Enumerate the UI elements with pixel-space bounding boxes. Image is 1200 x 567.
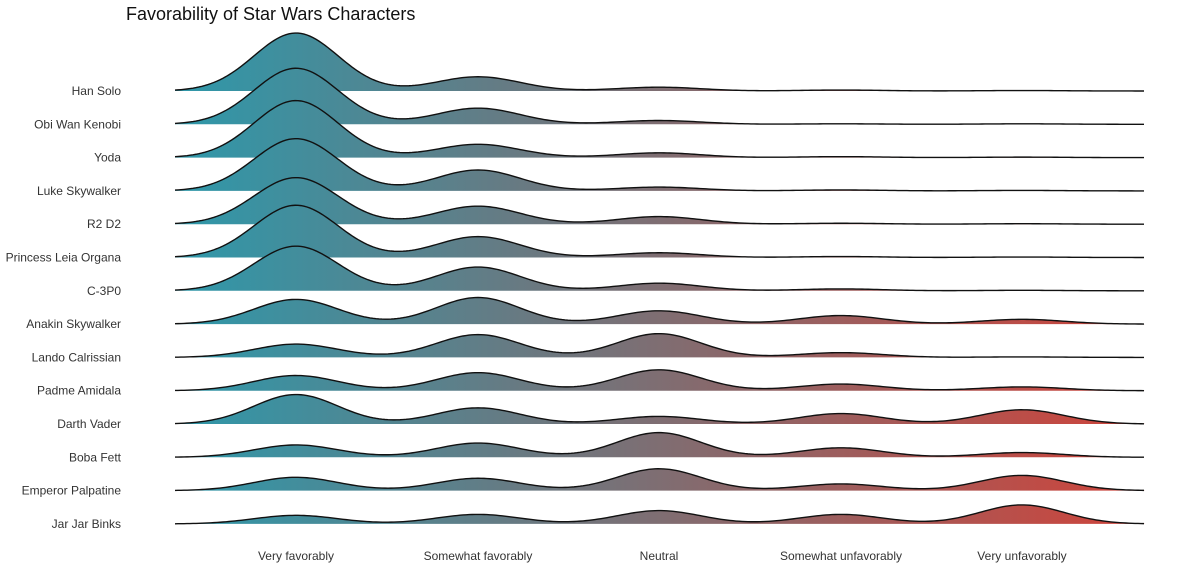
ridge-line-anakin-skywalker <box>174 296 1145 325</box>
ridge-area-darth-vader <box>175 394 1145 424</box>
y-tick-label: Luke Skywalker <box>37 184 121 198</box>
ridge-line-padme-amidala <box>174 369 1145 392</box>
x-tick-label: Somewhat favorably <box>424 549 533 563</box>
ridge-line-emperor-palpatine <box>174 468 1145 492</box>
ridge-line-yoda <box>174 99 1144 159</box>
ridge-area-jar-jar-binks <box>175 504 1145 524</box>
chart-title: Favorability of Star Wars Characters <box>126 4 416 24</box>
y-tick-label: Lando Calrissian <box>32 350 121 364</box>
x-tick-label: Somewhat unfavorably <box>780 549 902 563</box>
ridge-area-c-3p0 <box>175 246 1145 291</box>
x-tick-label: Very favorably <box>258 549 334 563</box>
y-tick-label: Darth Vader <box>57 417 121 431</box>
y-tick-label: Princess Leia Organa <box>6 251 122 265</box>
ridge-area-lando-calrissian <box>175 333 1145 358</box>
ridge-line-obi-wan-kenobi <box>174 67 1144 125</box>
y-tick-label: Emperor Palpatine <box>22 484 122 498</box>
ridge-area-anakin-skywalker <box>175 297 1145 325</box>
y-tick-label: Obi Wan Kenobi <box>34 117 121 131</box>
y-tick-label: Padme Amidala <box>37 384 121 398</box>
ridge-line-luke-skywalker <box>174 137 1144 192</box>
y-tick-label: Yoda <box>94 151 121 165</box>
ridge-line-c-3p0 <box>174 245 1144 292</box>
y-tick-label: Anakin Skywalker <box>26 317 121 331</box>
ridge-area-boba-fett <box>175 432 1145 458</box>
ridge-line-boba-fett <box>174 431 1145 458</box>
x-tick-label: Very unfavorably <box>977 549 1066 563</box>
ridge-line-jar-jar-binks <box>174 504 1145 525</box>
ridge-line-han-solo <box>174 32 1144 92</box>
ridge-line-darth-vader <box>174 393 1145 425</box>
ridge-area-padme-amidala <box>175 369 1145 391</box>
y-tick-label: Han Solo <box>72 84 122 98</box>
ridge-line-princess-leia-organa <box>174 204 1144 259</box>
y-tick-label: C-3P0 <box>87 284 121 298</box>
ridge-line-r2-d2 <box>174 176 1144 225</box>
y-tick-label: R2 D2 <box>87 217 121 231</box>
y-tick-label: Boba Fett <box>69 450 122 464</box>
y-tick-label: Jar Jar Binks <box>52 517 121 531</box>
x-tick-label: Neutral <box>640 549 679 563</box>
ridge-area-emperor-palpatine <box>175 468 1145 491</box>
ridge-line-lando-calrissian <box>174 332 1144 359</box>
